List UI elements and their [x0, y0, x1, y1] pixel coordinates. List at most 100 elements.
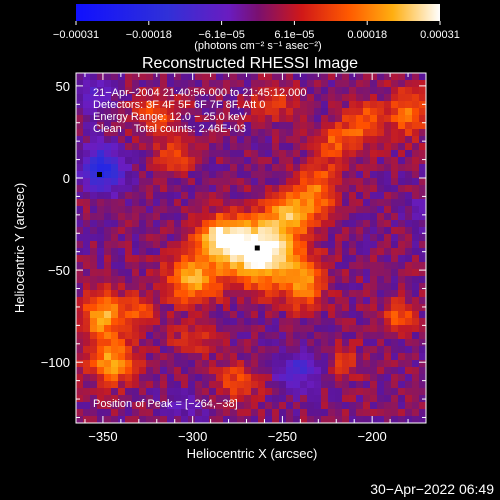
heatmap-cell — [90, 157, 98, 165]
heatmap-cell — [111, 304, 119, 312]
heatmap-cell — [314, 374, 322, 382]
heatmap-cell — [370, 388, 378, 396]
heatmap-cell — [391, 206, 399, 214]
heatmap-cell — [398, 73, 406, 81]
heatmap-cell — [97, 80, 105, 88]
heatmap-cell — [321, 73, 329, 81]
heatmap-cell — [76, 108, 84, 116]
heatmap-cell — [307, 297, 315, 305]
heatmap-cell — [244, 101, 252, 109]
heatmap-cell — [272, 353, 280, 361]
heatmap-cell — [286, 318, 294, 326]
heatmap-cell — [314, 199, 322, 207]
heatmap-cell — [286, 227, 294, 235]
heatmap-cell — [97, 150, 105, 158]
heatmap-cell — [405, 185, 413, 193]
heatmap-cell — [300, 374, 308, 382]
heatmap-cell — [293, 353, 301, 361]
heatmap-cell — [237, 353, 245, 361]
heatmap-cell — [356, 157, 364, 165]
heatmap-cell — [272, 115, 280, 123]
heatmap-cell — [97, 129, 105, 137]
heatmap-cell — [300, 276, 308, 284]
heatmap-cell — [167, 136, 175, 144]
heatmap-cell — [391, 241, 399, 249]
heatmap-cell — [195, 332, 203, 340]
heatmap-cell — [160, 325, 168, 333]
heatmap-cell — [237, 388, 245, 396]
heatmap-cell — [146, 297, 154, 305]
heatmap-cell — [111, 234, 119, 242]
heatmap-cell — [405, 108, 413, 116]
heatmap-cell — [139, 353, 147, 361]
heatmap-cell — [419, 339, 426, 347]
heatmap-cell — [265, 346, 273, 354]
heatmap-cell — [419, 374, 426, 382]
heatmap-cell — [153, 248, 161, 256]
heatmap-cell — [209, 108, 217, 116]
heatmap-cell — [195, 269, 203, 277]
heatmap-cell — [153, 157, 161, 165]
heatmap-cell — [97, 94, 105, 102]
heatmap-cell — [125, 241, 133, 249]
heatmap-cell — [83, 73, 91, 81]
heatmap-cell — [321, 234, 329, 242]
heatmap-cell — [321, 304, 329, 312]
heatmap-cell — [160, 227, 168, 235]
heatmap-cell — [195, 325, 203, 333]
heatmap-cell — [258, 248, 266, 256]
heatmap-cell — [342, 402, 350, 410]
heatmap-cell — [90, 206, 98, 214]
heatmap-cell — [405, 157, 413, 165]
heatmap-cell — [83, 129, 91, 137]
heatmap-cell — [258, 409, 266, 417]
heatmap-cell — [370, 402, 378, 410]
heatmap-cell — [174, 143, 182, 151]
heatmap-cell — [202, 101, 210, 109]
heatmap-cell — [377, 339, 385, 347]
heatmap-cell — [321, 388, 329, 396]
heatmap-cell — [258, 164, 266, 172]
heatmap-cell — [97, 325, 105, 333]
heatmap-cell — [370, 185, 378, 193]
heatmap-cell — [363, 185, 371, 193]
heatmap-cell — [279, 276, 287, 284]
heatmap-cell — [300, 402, 308, 410]
heatmap-cell — [363, 374, 371, 382]
heatmap-cell — [216, 339, 224, 347]
heatmap-cell — [279, 206, 287, 214]
heatmap-cell — [307, 227, 315, 235]
heatmap-cell — [153, 241, 161, 249]
heatmap-cell — [146, 360, 154, 368]
heatmap-cell — [272, 409, 280, 417]
heatmap-cell — [258, 80, 266, 88]
heatmap-cell — [209, 213, 217, 221]
heatmap-cell — [216, 234, 224, 242]
heatmap-cell — [321, 339, 329, 347]
heatmap-cell — [146, 311, 154, 319]
heatmap-cell — [258, 353, 266, 361]
heatmap-cell — [83, 395, 91, 403]
heatmap-cell — [363, 388, 371, 396]
heatmap-cell — [412, 255, 420, 263]
heatmap-cell — [104, 178, 112, 186]
heatmap-cell — [272, 360, 280, 368]
heatmap-cell — [216, 101, 224, 109]
heatmap-cell — [202, 150, 210, 158]
heatmap-cell — [251, 388, 259, 396]
heatmap-cell — [223, 192, 231, 200]
heatmap-cell — [132, 122, 140, 130]
heatmap-cell — [286, 171, 294, 179]
heatmap-cell — [118, 409, 126, 417]
heatmap-cell — [90, 388, 98, 396]
heatmap-cell — [209, 311, 217, 319]
heatmap-cell — [188, 283, 196, 291]
y-axis-label: Heliocentric Y (arcsec) — [12, 183, 27, 313]
heatmap-cell — [349, 332, 357, 340]
heatmap-cell — [216, 87, 224, 95]
heatmap-cell — [237, 339, 245, 347]
x-tick-label: −250 — [268, 429, 297, 444]
heatmap-cell — [146, 213, 154, 221]
heatmap-cell — [230, 388, 238, 396]
